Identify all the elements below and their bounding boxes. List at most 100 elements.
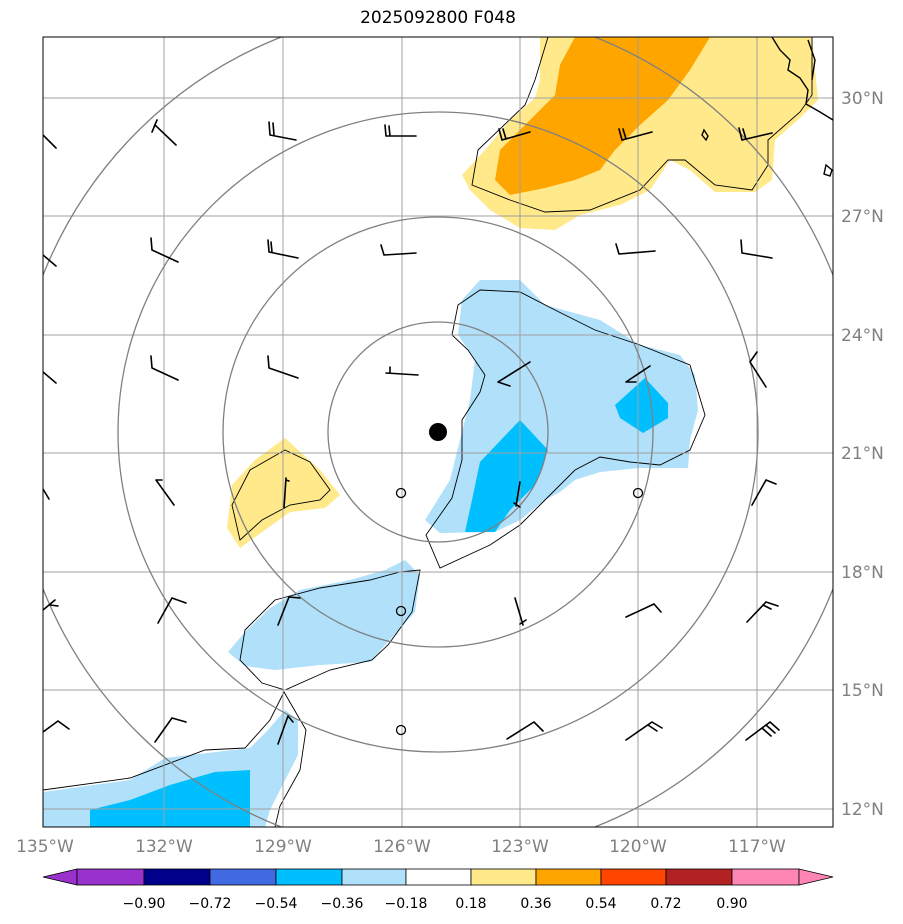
colorbar-tick-label: 0.72 bbox=[650, 896, 681, 912]
wind-barb bbox=[154, 717, 187, 743]
wind-barb bbox=[43, 134, 57, 149]
shaded-field bbox=[43, 37, 818, 827]
wind-barb bbox=[385, 366, 419, 376]
lat-label: 30°N bbox=[841, 89, 884, 109]
wind-barb bbox=[277, 715, 294, 745]
contour-sw bbox=[43, 691, 307, 827]
colorbar-tick-label: 0.90 bbox=[716, 896, 747, 912]
lat-label: 24°N bbox=[841, 326, 884, 346]
calm-wind bbox=[395, 724, 407, 736]
colorbar-segment bbox=[209, 868, 277, 886]
shade-positive-medium bbox=[495, 37, 710, 195]
wind-barb bbox=[43, 488, 50, 500]
wind-barb bbox=[155, 479, 175, 506]
contour-ne bbox=[471, 37, 813, 213]
colorbar-tick-label: 0.36 bbox=[520, 896, 551, 912]
colorbar-segment bbox=[535, 868, 602, 886]
wind-barb bbox=[514, 597, 527, 626]
colorbar-tick-label: 0.54 bbox=[585, 896, 616, 912]
lon-label: 132°W bbox=[135, 837, 193, 857]
colorbar-segment bbox=[665, 868, 733, 886]
colorbar-tick-label: −0.72 bbox=[189, 896, 232, 912]
shade-negative-medium-2 bbox=[615, 378, 668, 433]
wind-barb bbox=[43, 720, 70, 733]
thin-contours bbox=[43, 37, 813, 827]
wind-barb bbox=[43, 599, 59, 611]
longitude-labels: 135°W 132°W 129°W 126°W 123°W 120°W 117°… bbox=[16, 837, 786, 857]
wind-barb bbox=[157, 597, 187, 624]
contour-west bbox=[231, 449, 331, 541]
colorbar-segment bbox=[341, 868, 407, 886]
wind-barb bbox=[625, 603, 662, 618]
colorbar-segment bbox=[600, 868, 667, 886]
wind-barb bbox=[267, 355, 299, 379]
range-rings bbox=[43, 37, 833, 827]
wind-barb bbox=[615, 243, 656, 255]
wind-barb bbox=[751, 479, 777, 506]
wind-barb bbox=[498, 128, 531, 141]
wind-barb bbox=[740, 239, 773, 259]
colorbar-tick-label: 0.18 bbox=[455, 896, 486, 912]
colorbar-segment bbox=[143, 868, 211, 886]
range-ring-1 bbox=[327, 321, 549, 543]
wind-barb bbox=[513, 481, 521, 508]
wind-barb bbox=[738, 127, 773, 141]
wind-barb bbox=[625, 365, 651, 383]
colorbar-tick-label: −0.36 bbox=[321, 896, 364, 912]
colorbar-segment bbox=[275, 868, 343, 886]
colorbar bbox=[42, 868, 834, 886]
wind-barb bbox=[43, 371, 57, 384]
range-ring-3 bbox=[117, 111, 759, 753]
shade-negative-medium-1 bbox=[465, 420, 548, 532]
colorbar-tick-label: −0.54 bbox=[255, 896, 298, 912]
wind-barb bbox=[497, 361, 531, 387]
colorbar-segment bbox=[731, 868, 800, 886]
wind-barb bbox=[749, 351, 767, 388]
contour-south bbox=[239, 569, 421, 691]
calm-wind bbox=[632, 487, 644, 499]
storm-center-marker bbox=[429, 423, 447, 441]
wind-barb bbox=[150, 355, 179, 381]
colorbar-extend-high bbox=[798, 868, 834, 886]
lat-label: 27°N bbox=[841, 207, 884, 227]
colorbar-segment bbox=[470, 868, 537, 886]
map-frame bbox=[42, 36, 834, 828]
colorbar-extend-low bbox=[42, 868, 78, 886]
wind-barb bbox=[43, 254, 57, 267]
calm-wind bbox=[395, 605, 407, 617]
lon-label: 135°W bbox=[16, 837, 74, 857]
wind-barb bbox=[150, 237, 179, 263]
wind-barb bbox=[506, 721, 544, 740]
shade-negative-medium-sw bbox=[90, 770, 250, 827]
lat-label: 12°N bbox=[841, 800, 884, 820]
lat-label: 15°N bbox=[841, 681, 884, 701]
wind-barb bbox=[745, 721, 780, 741]
colorbar-tick-label: −0.18 bbox=[385, 896, 428, 912]
wind-barb bbox=[625, 721, 663, 741]
colorbar-tick-label: −0.90 bbox=[123, 896, 166, 912]
wind-barb bbox=[151, 119, 177, 146]
lon-label: 120°W bbox=[609, 837, 667, 857]
lon-label: 123°W bbox=[491, 837, 549, 857]
lat-label: 18°N bbox=[841, 563, 884, 583]
colorbar-segment bbox=[405, 868, 472, 886]
graticule bbox=[43, 37, 833, 827]
contour-central bbox=[425, 289, 706, 569]
lon-label: 117°W bbox=[728, 837, 786, 857]
lat-label: 21°N bbox=[841, 444, 884, 464]
coastline bbox=[701, 37, 833, 177]
wind-barb bbox=[277, 596, 301, 626]
map-title: 2025092800 F048 bbox=[360, 8, 516, 28]
range-ring-2 bbox=[222, 216, 654, 648]
latitude-labels: 30°N 27°N 24°N 21°N 18°N 15°N 12°N bbox=[841, 89, 884, 820]
wind-barb bbox=[746, 601, 779, 623]
wind-barb bbox=[380, 244, 417, 256]
calm-wind bbox=[395, 487, 407, 499]
wind-barbs bbox=[43, 119, 780, 745]
wind-barb bbox=[384, 124, 417, 137]
wind-barb bbox=[267, 239, 299, 259]
colorbar-ticks: −0.90 −0.72 −0.54 −0.36 −0.18 0.18 0.36 … bbox=[123, 896, 748, 912]
wind-barb bbox=[618, 128, 653, 141]
wind-barb bbox=[283, 477, 290, 509]
